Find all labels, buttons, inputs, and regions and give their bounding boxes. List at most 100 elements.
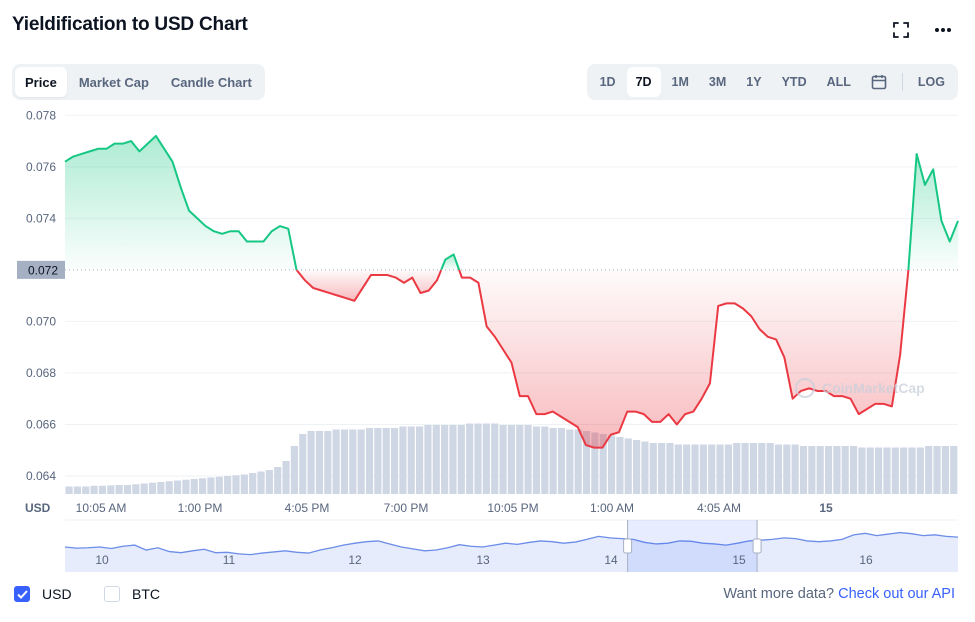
navigator-selection [627, 520, 758, 572]
volume-bar [582, 431, 591, 494]
volume-bar [507, 425, 515, 494]
volume-bar [883, 447, 891, 494]
volume-bar [557, 428, 566, 494]
volume-bar [274, 467, 282, 494]
volume-bar [591, 432, 599, 494]
volume-bar [98, 485, 107, 494]
volume-bar [90, 485, 98, 494]
range-1d[interactable]: 1D [599, 75, 616, 89]
y-axis-unit-label: USD [25, 501, 51, 515]
volume-bar [799, 446, 808, 494]
volume-bar [382, 428, 390, 494]
price-area-down [296, 269, 442, 301]
volume-bar [532, 426, 541, 494]
checkbox-checked-icon[interactable] [14, 586, 30, 602]
volume-bar [908, 447, 916, 494]
volume-bar [466, 423, 474, 494]
volume-bar [232, 475, 240, 494]
y-tick-label: 0.074 [26, 211, 56, 225]
tab-price[interactable]: Price [15, 67, 67, 97]
chart-actions [891, 20, 953, 40]
price-area-down [459, 269, 909, 448]
x-tick-label: 15 [819, 501, 833, 515]
tab-candle-chart[interactable]: Candle Chart [170, 74, 252, 90]
volume-bar [733, 443, 741, 494]
volume-bar [724, 444, 732, 494]
volume-bar [925, 446, 933, 494]
navigator-day-label: 13 [476, 553, 490, 567]
usd-checkbox[interactable]: USD [14, 586, 72, 602]
volume-bar [199, 478, 207, 494]
volume-bar [549, 428, 557, 494]
volume-bar [641, 441, 649, 494]
navigator-day-label: 11 [223, 553, 236, 567]
btc-checkbox[interactable]: BTC [104, 586, 160, 602]
volume-bar [390, 428, 399, 494]
grid-lines [65, 114, 958, 477]
price-chart[interactable]: 0.078 0.076 0.074 0.070 0.068 0.066 0.064 0.072… [0, 105, 975, 575]
volume-bar [900, 447, 908, 494]
y-tick-label: 0.068 [26, 366, 56, 380]
log-toggle[interactable]: LOG [917, 75, 945, 89]
chart-footer: USD BTC Want more data? Check out our AP… [0, 582, 975, 608]
volume-bar [148, 482, 157, 494]
navigator-area [65, 532, 958, 572]
more-icon[interactable] [933, 20, 953, 40]
volume-bar [824, 446, 833, 494]
chart-type-tabs: Price Market Cap Candle Chart [12, 64, 265, 100]
range-1m[interactable]: 1M [671, 75, 689, 89]
range-navigator[interactable]: 10 11 12 13 14 15 16 [64, 519, 959, 572]
volume-bar [315, 431, 324, 494]
volume-bar [616, 437, 624, 494]
checkbox-empty-icon[interactable] [104, 586, 120, 602]
range-all[interactable]: ALL [826, 75, 851, 89]
volume-bar [674, 444, 682, 494]
range-3m[interactable]: 3M [708, 75, 727, 89]
volume-bar [858, 447, 866, 494]
volume-bar [607, 435, 616, 494]
price-line-down [295, 269, 443, 302]
price-line-down [458, 269, 910, 449]
x-tick-label: 4:05 PM [285, 501, 330, 515]
volume-bar [107, 485, 115, 494]
range-ytd[interactable]: YTD [781, 75, 807, 89]
volume-bar [875, 447, 883, 494]
volume-bar [541, 426, 549, 494]
volume-bar [407, 426, 415, 494]
baseline-label: 0.072 [28, 263, 58, 277]
volume-bar [340, 429, 349, 494]
volume-bar [633, 440, 641, 494]
volume-bar [215, 476, 223, 494]
volume-bar [182, 479, 190, 494]
tab-market-cap[interactable]: Market Cap [78, 74, 149, 90]
volume-bar [190, 479, 198, 494]
price-line-up [440, 253, 461, 271]
volume-bar [349, 429, 357, 494]
volume-bar [741, 443, 749, 494]
volume-bar [157, 482, 165, 494]
volume-bar [766, 443, 774, 494]
volume-bar [708, 444, 716, 494]
api-link[interactable]: Check out our API [838, 586, 955, 602]
volume-bar [307, 431, 315, 494]
time-range-selector: 1D 7D 1M 3M 1Y YTD ALL LOG [586, 64, 958, 100]
volume-bar [140, 483, 148, 494]
volume-bar [916, 447, 924, 494]
watermark-logo-icon [794, 377, 816, 399]
calendar-icon[interactable] [862, 67, 896, 97]
volume-bar [808, 446, 816, 494]
volume-bar [282, 461, 290, 494]
range-1y[interactable]: 1Y [746, 75, 762, 89]
volume-bar [399, 426, 407, 494]
volume-bar [240, 474, 248, 494]
fullscreen-icon[interactable] [891, 20, 911, 40]
volume-bar [249, 473, 257, 494]
volume-bar [257, 471, 265, 494]
volume-bar [524, 425, 532, 494]
volume-bar [624, 438, 632, 494]
range-7d[interactable]: 7D [626, 67, 661, 97]
baseline-badge [17, 260, 65, 279]
volume-bar [441, 425, 449, 494]
volume-bar [658, 443, 666, 494]
volume-bar [165, 481, 173, 494]
